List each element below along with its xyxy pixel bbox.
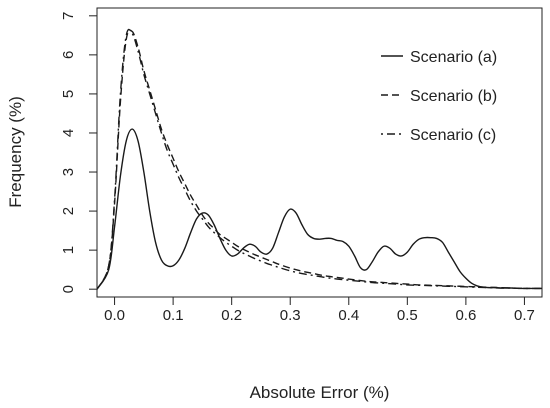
series-lines <box>97 28 542 290</box>
y-tick-label: 3 <box>60 168 77 176</box>
x-tick-label: 0.6 <box>455 307 476 324</box>
x-axis: 0.0 0.1 0.2 0.3 0.4 0.5 0.6 0.7 <box>104 297 535 324</box>
legend-label-3: Scenario (c) <box>410 127 496 144</box>
plot-area <box>97 28 542 290</box>
legend: Scenario (a) Scenario (b) Scenario (c) <box>381 49 497 144</box>
x-tick-label: 0.3 <box>280 307 301 324</box>
x-axis-label: Absolute Error (%) <box>250 383 390 402</box>
x-tick-label: 0.5 <box>397 307 418 324</box>
x-tick-label: 0.7 <box>514 307 535 324</box>
legend-label-1: Scenario (a) <box>410 49 497 66</box>
series-line-1 <box>97 128 542 290</box>
y-tick-label: 7 <box>60 12 77 20</box>
series-line-3 <box>97 28 542 290</box>
legend-label-2: Scenario (b) <box>410 88 497 105</box>
y-tick-label: 0 <box>60 285 77 293</box>
y-tick-label: 4 <box>60 129 77 137</box>
x-tick-label: 0.4 <box>338 307 359 324</box>
y-tick-label: 5 <box>60 90 77 98</box>
plot-frame <box>96 7 543 298</box>
y-axis: 0 1 2 3 4 5 6 7 <box>60 12 97 293</box>
y-tick-label: 6 <box>60 51 77 59</box>
x-tick-label: 0.1 <box>163 307 184 324</box>
x-tick-label: 0.2 <box>221 307 242 324</box>
y-tick-label: 2 <box>60 207 77 215</box>
y-axis-label: Frequency (%) <box>6 96 25 207</box>
series-line-2 <box>97 29 542 290</box>
y-tick-label: 1 <box>60 246 77 254</box>
x-tick-label: 0.0 <box>104 307 125 324</box>
